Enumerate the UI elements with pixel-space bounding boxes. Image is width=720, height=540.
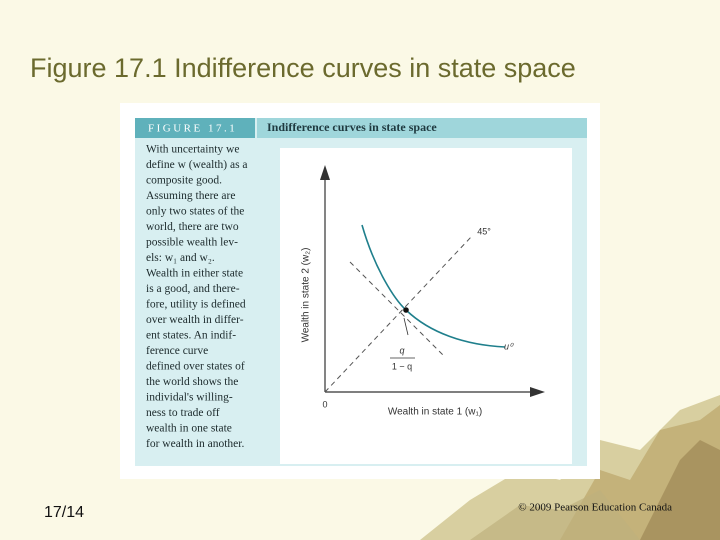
description-line: ference curve — [146, 345, 208, 357]
diagram-panel — [280, 148, 572, 464]
description-line: fore, utility is defined — [146, 299, 246, 311]
description-line: ness to trade off — [146, 407, 220, 419]
x-axis-arrow — [530, 387, 545, 397]
description-line: is a good, and there- — [146, 283, 240, 295]
description-line: With uncertainty we — [146, 144, 239, 156]
slope-pointer — [403, 317, 409, 336]
x-axis-label: Wealth in state 1 (w₁) — [388, 407, 482, 418]
description-line: world, there are two — [146, 221, 239, 233]
description-line: Assuming there are — [146, 190, 235, 202]
description-line: only two states of the — [146, 206, 244, 218]
copyright: © 2009 Pearson Education Canada — [518, 502, 672, 514]
slide-title: Figure 17.1 Indifference curves in state… — [30, 53, 576, 83]
curve-label: u⁰ — [504, 341, 514, 351]
description-line: define w (wealth) as a — [146, 159, 248, 171]
slope-denominator: 1 − q — [392, 361, 412, 371]
description-line: ent states. An indif- — [146, 330, 236, 342]
page-number: 17/14 — [44, 504, 84, 521]
description-line: over wealth in differ- — [146, 314, 244, 326]
figure-description: With uncertainty we define w (wealth) as … — [146, 144, 248, 451]
background-scenery — [420, 395, 720, 540]
description-line: wealth in one state — [146, 423, 232, 435]
description-line: for wealth in another. — [146, 438, 244, 450]
y-axis-label: Wealth in state 2 (w₂) — [301, 248, 312, 343]
tangent-line — [349, 261, 446, 358]
description-line: Wealth in either state — [146, 268, 243, 280]
figure-heading-box — [257, 118, 587, 138]
slope-numerator: q — [399, 345, 404, 355]
description-line: the world shows the — [146, 376, 238, 388]
description-line: els: w₁ and w₂. — [146, 252, 215, 264]
description-line: individal's willing- — [146, 392, 233, 404]
y-axis-arrow — [320, 165, 330, 180]
figure-heading: Indifference curves in state space — [267, 120, 437, 134]
tangency-point — [403, 307, 409, 313]
origin-label: 0 — [322, 399, 327, 409]
figure-label-box — [135, 118, 255, 138]
figure-label: FIGURE 17.1 — [148, 123, 237, 135]
description-line: composite good. — [146, 175, 222, 187]
description-line: possible wealth lev- — [146, 237, 238, 249]
description-line: defined over states of — [146, 361, 245, 373]
line-label: 45° — [477, 226, 491, 236]
